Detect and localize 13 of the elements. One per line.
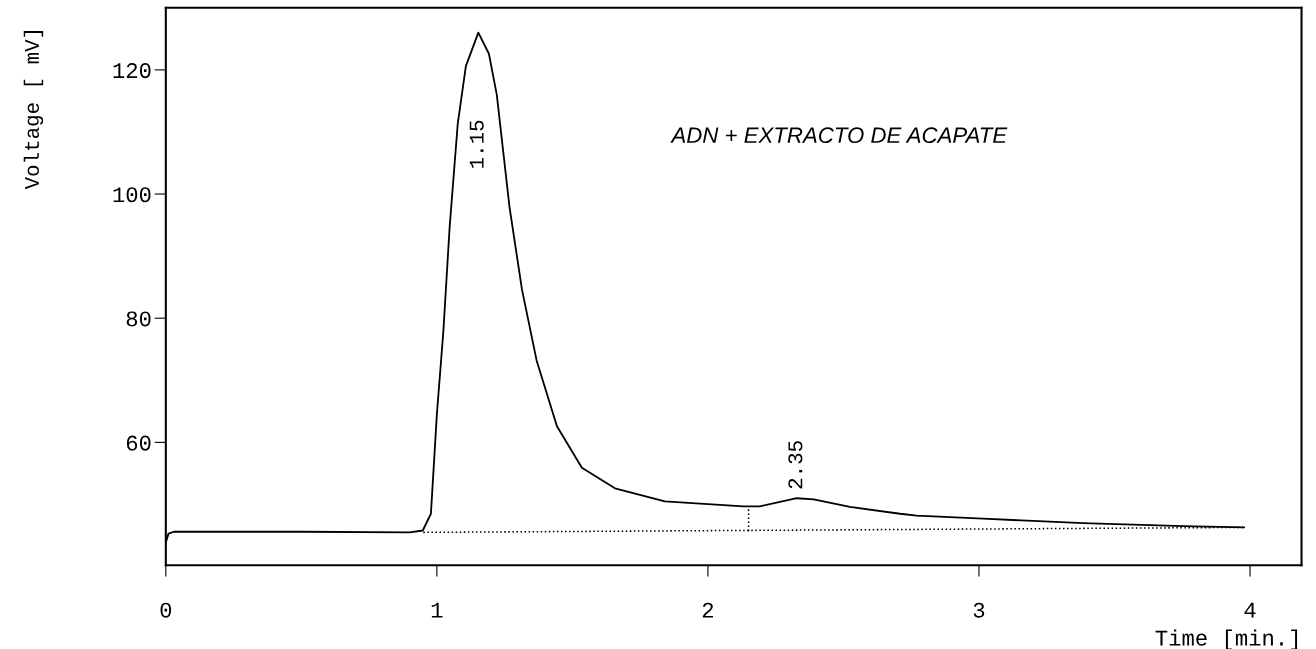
x-tick-label: 1 (431, 602, 443, 618)
y-tick-label: 80 (126, 311, 151, 327)
x-tick-label: 2 (702, 602, 714, 618)
annotation: 2.35 (788, 441, 803, 489)
y-tick-label: 60 (126, 435, 151, 451)
y-tick-label: 100 (113, 187, 151, 203)
x-tick-label: 3 (973, 602, 985, 618)
x-tick-label: 0 (160, 602, 172, 618)
annotation: ADN + EXTRACTO DE ACAPATE (670, 127, 1008, 144)
annotation: 1.15 (469, 120, 484, 168)
y-tick-label: 120 (113, 63, 151, 79)
x-tick-label: 4 (1244, 602, 1256, 618)
y-axis-title: Voltage [ mV] (23, 31, 44, 190)
